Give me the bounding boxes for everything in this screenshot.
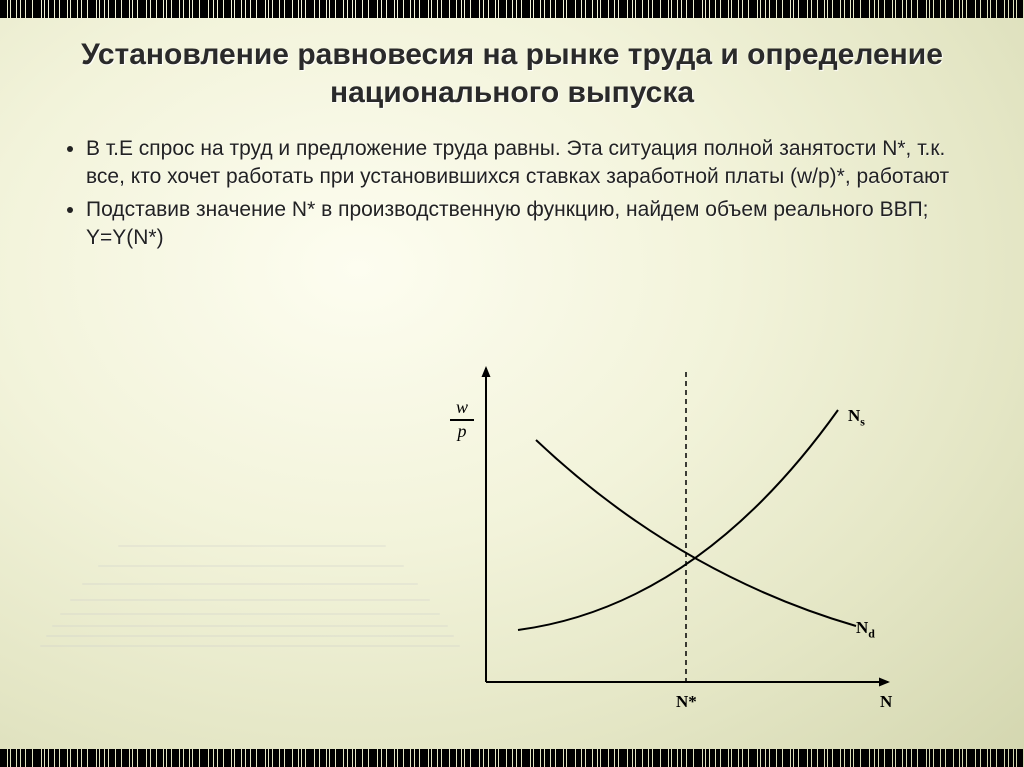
slide-content: Установление равновесия на рынке труда и… [58, 36, 966, 258]
equilibrium-tick-label: N* [676, 692, 697, 712]
bullet-list: В т.Е спрос на труд и предложение труда … [58, 135, 966, 252]
labor-market-chart: w p Ns Nd N N* [418, 362, 898, 720]
bullet-item: Подставив значение N* в производственную… [86, 196, 966, 251]
fraction-numerator: w [450, 398, 474, 418]
x-axis-label: N [880, 692, 892, 712]
demand-curve-label: Nd [856, 618, 875, 641]
fraction-denominator: p [450, 422, 474, 442]
bullet-item: В т.Е спрос на труд и предложение труда … [86, 135, 966, 190]
supply-curve-label: Ns [848, 406, 865, 429]
chart-svg [418, 362, 898, 720]
barcode-top [0, 0, 1024, 18]
y-axis-label-fraction: w p [450, 398, 474, 442]
paper-stack [40, 467, 460, 647]
barcode-bottom [0, 749, 1024, 767]
slide-title: Установление равновесия на рынке труда и… [58, 36, 966, 111]
